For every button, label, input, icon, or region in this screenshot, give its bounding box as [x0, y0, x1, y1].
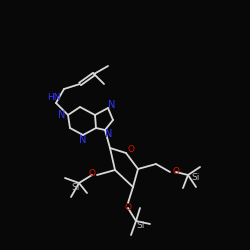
Text: N: N — [105, 129, 113, 139]
Text: HN: HN — [47, 94, 61, 102]
Text: Si: Si — [72, 184, 80, 192]
Text: Si: Si — [192, 174, 200, 182]
Text: O: O — [128, 146, 134, 154]
Text: O: O — [88, 168, 96, 177]
Text: N: N — [108, 100, 116, 110]
Text: N: N — [79, 135, 87, 145]
Text: O: O — [124, 204, 132, 212]
Text: N: N — [58, 110, 66, 120]
Text: O: O — [172, 166, 180, 175]
Text: Si: Si — [137, 220, 145, 230]
